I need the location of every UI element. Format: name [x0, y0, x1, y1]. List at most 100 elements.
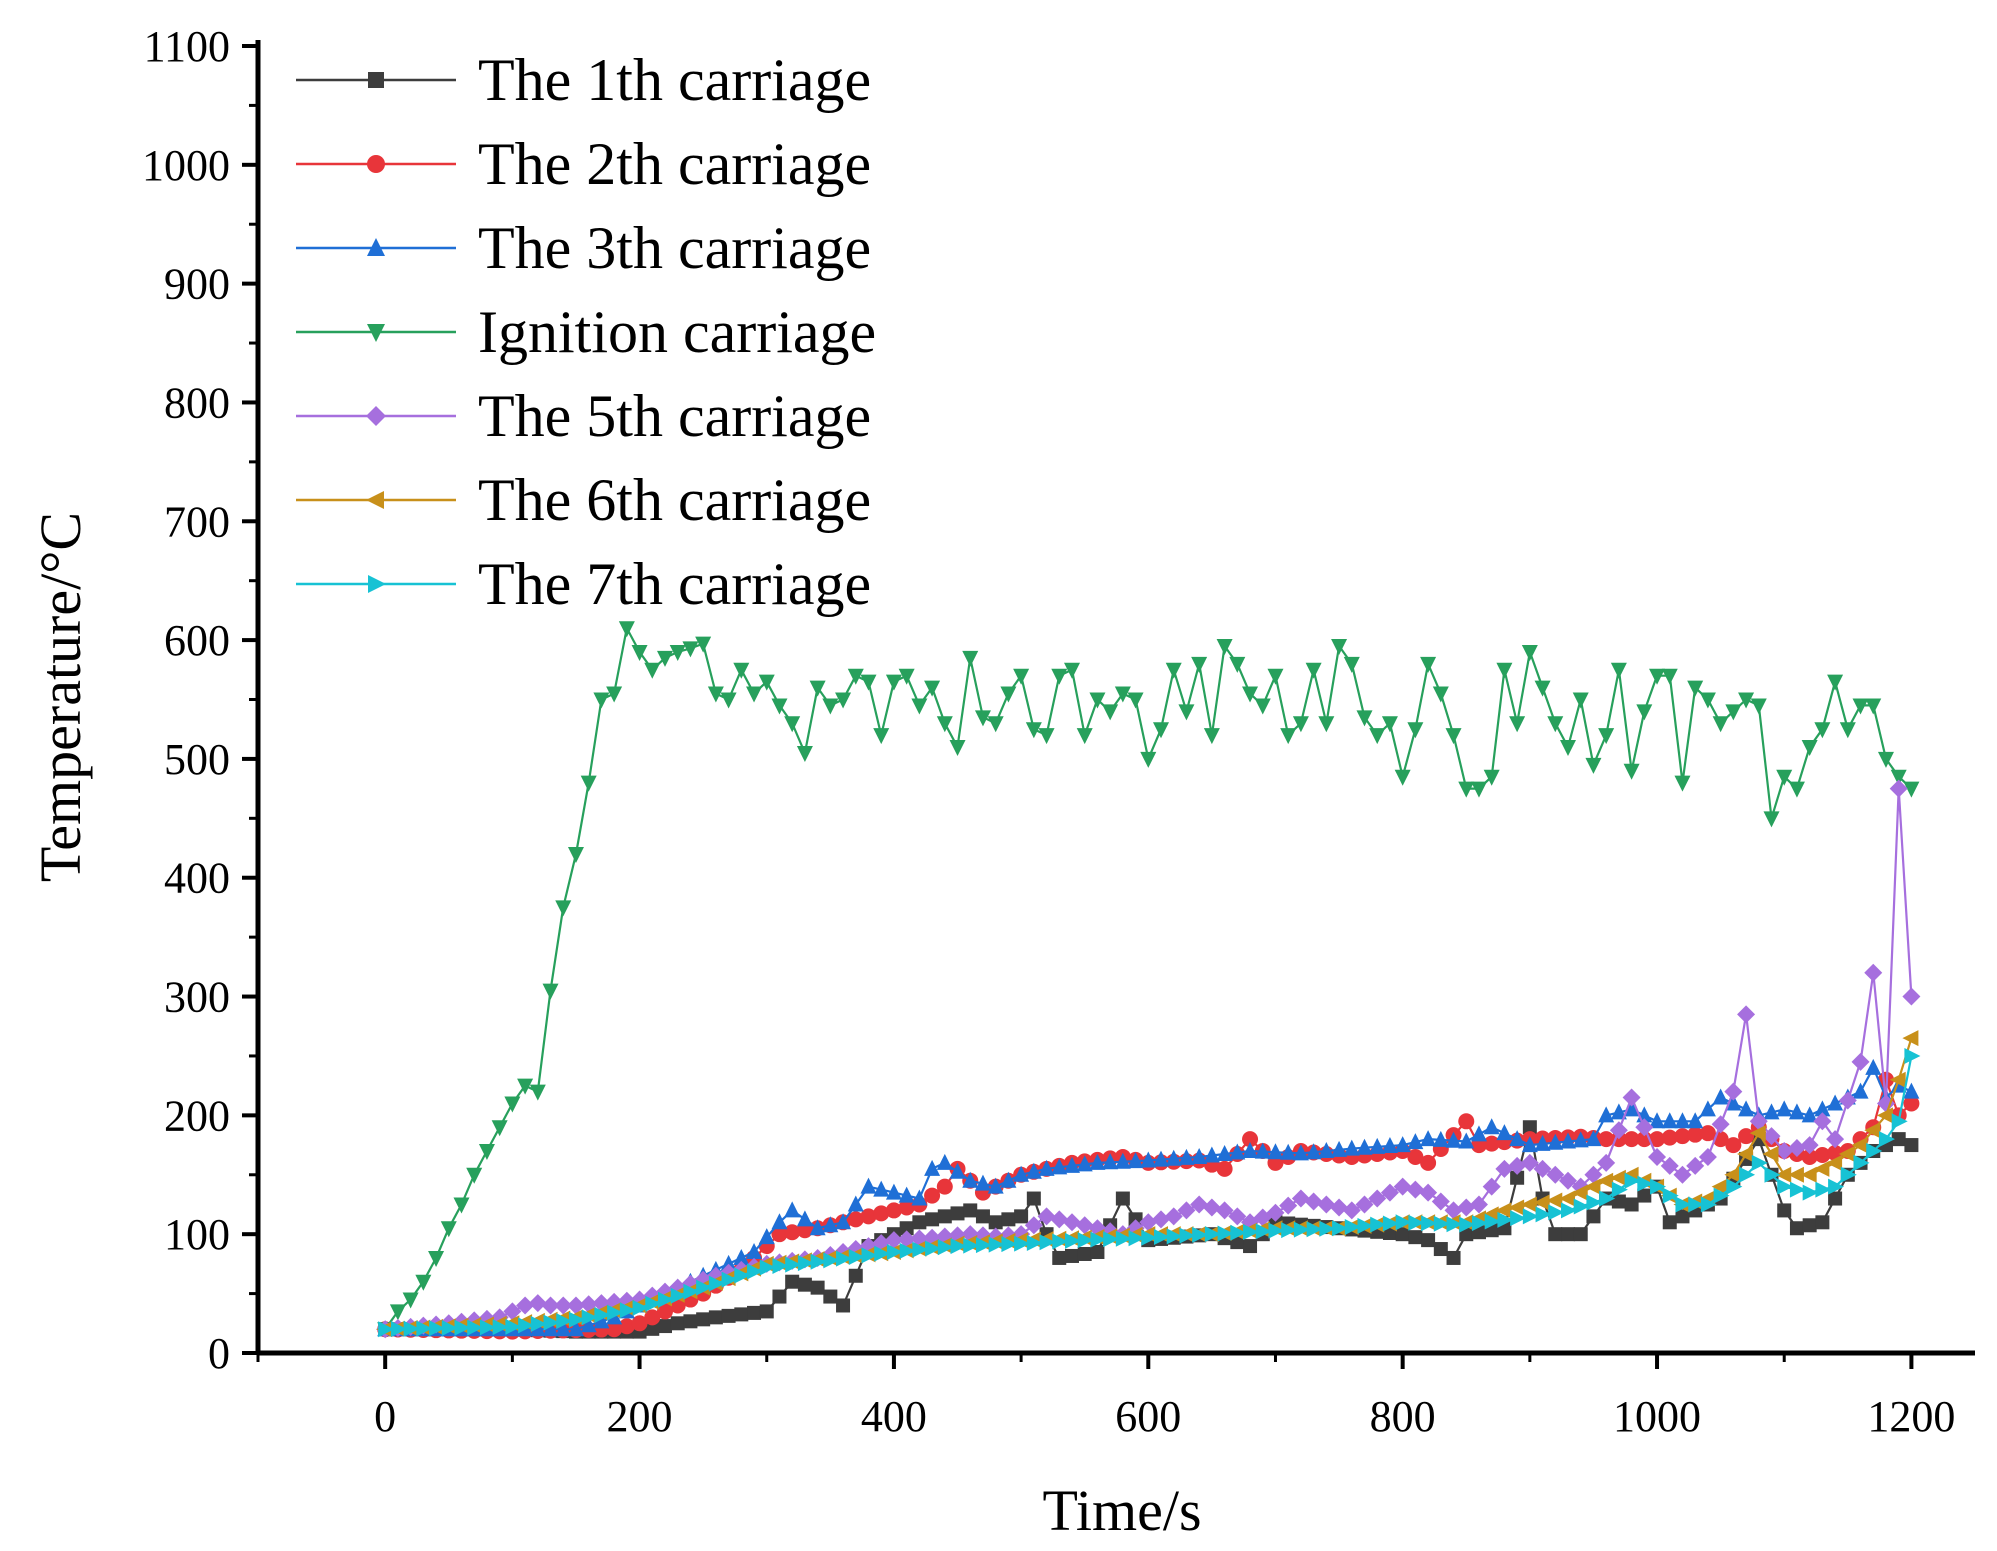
data-point [1828, 1191, 1843, 1206]
data-point [1801, 740, 1818, 757]
data-point [1154, 1229, 1171, 1246]
data-point [987, 1177, 1004, 1194]
data-point [429, 1320, 446, 1337]
data-point [1433, 1215, 1450, 1232]
data-point [1395, 1214, 1412, 1231]
data-point [1369, 1137, 1386, 1154]
data-point [1229, 656, 1246, 673]
data-point [416, 1320, 433, 1337]
data-point [1459, 1216, 1476, 1233]
data-point [1114, 1152, 1131, 1169]
data-point [1802, 1184, 1819, 1201]
data-point [1496, 662, 1513, 679]
data-point [809, 680, 826, 697]
data-point [1902, 1030, 1919, 1047]
x-tick-label: 1000 [1613, 1392, 1701, 1441]
data-point [924, 680, 941, 697]
y-tick-label: 600 [164, 616, 230, 665]
data-point [1089, 1153, 1106, 1170]
data-point [1368, 1189, 1387, 1208]
data-point [581, 1309, 598, 1326]
data-point [949, 1162, 966, 1179]
x-axis-title: Time/s [1042, 1478, 1201, 1543]
data-point [1470, 781, 1487, 798]
data-point [1749, 1112, 1768, 1131]
data-point [428, 1250, 445, 1267]
legend-label: The 1th carriage [478, 47, 871, 113]
data-point [478, 1144, 495, 1161]
data-point [1203, 1146, 1220, 1163]
series-7 [378, 1047, 1921, 1338]
data-point [1813, 1112, 1832, 1131]
data-point [1636, 704, 1653, 721]
data-point [949, 740, 966, 757]
data-point [1332, 1220, 1349, 1237]
data-point [1749, 1125, 1766, 1142]
data-point [912, 1241, 929, 1258]
data-point [1165, 1149, 1182, 1166]
data-point [810, 1280, 825, 1295]
data-point [1597, 1172, 1614, 1189]
data-point [885, 1183, 902, 1200]
data-point [1649, 668, 1666, 685]
data-point [1393, 1177, 1412, 1196]
data-point [1637, 1188, 1652, 1203]
data-point [1674, 1128, 1691, 1145]
data-point [962, 1171, 979, 1188]
data-point [836, 1298, 851, 1313]
data-point [1103, 1231, 1120, 1248]
data-point [936, 1153, 953, 1170]
data-point [1229, 1143, 1246, 1160]
y-tick-label: 200 [164, 1091, 230, 1140]
data-point [988, 1236, 1005, 1253]
data-point [1610, 1103, 1627, 1120]
data-point [1254, 698, 1271, 715]
data-point [1432, 686, 1449, 703]
data-point [1814, 1100, 1831, 1117]
data-point [1495, 1159, 1514, 1178]
data-point [1787, 1139, 1806, 1158]
data-point [1739, 1166, 1756, 1183]
data-point [1063, 1156, 1080, 1173]
data-point [1497, 1211, 1514, 1228]
x-tick-label: 200 [607, 1392, 673, 1441]
data-point [1660, 1156, 1679, 1175]
data-point [1458, 1132, 1475, 1149]
data-point [696, 1312, 711, 1327]
legend-label: Ignition carriage [478, 299, 876, 365]
legend-marker [367, 238, 385, 256]
data-point [785, 1256, 802, 1273]
legend-item: The 1th carriage [296, 47, 871, 113]
data-point [1509, 716, 1526, 733]
data-point [1407, 1133, 1424, 1150]
data-point [1356, 710, 1373, 727]
data-point [657, 1319, 672, 1334]
data-point [1153, 722, 1170, 739]
data-point [1026, 1191, 1041, 1206]
data-point [644, 662, 661, 679]
data-point [1724, 1082, 1743, 1101]
data-point [1382, 1215, 1399, 1232]
data-point [1688, 1196, 1705, 1213]
data-point [759, 1304, 774, 1319]
data-point [1395, 1227, 1410, 1242]
data-point [1584, 1165, 1603, 1184]
series-6 [376, 1030, 1919, 1338]
data-point [1802, 1218, 1817, 1233]
data-point [1788, 781, 1805, 798]
series-line [385, 787, 1913, 1331]
data-point [1458, 781, 1475, 798]
data-point [1342, 1201, 1361, 1220]
data-point [1648, 1147, 1667, 1166]
data-point [937, 1239, 954, 1256]
data-point [1815, 1215, 1830, 1230]
data-point [873, 1180, 890, 1197]
data-point [696, 1279, 713, 1296]
data-point [1166, 1228, 1183, 1245]
data-point [1902, 987, 1921, 1006]
y-tick-label: 800 [164, 378, 230, 427]
data-point [1317, 1195, 1336, 1214]
data-point [1738, 692, 1755, 709]
data-point [1381, 1136, 1398, 1153]
data-point [1546, 1165, 1565, 1184]
